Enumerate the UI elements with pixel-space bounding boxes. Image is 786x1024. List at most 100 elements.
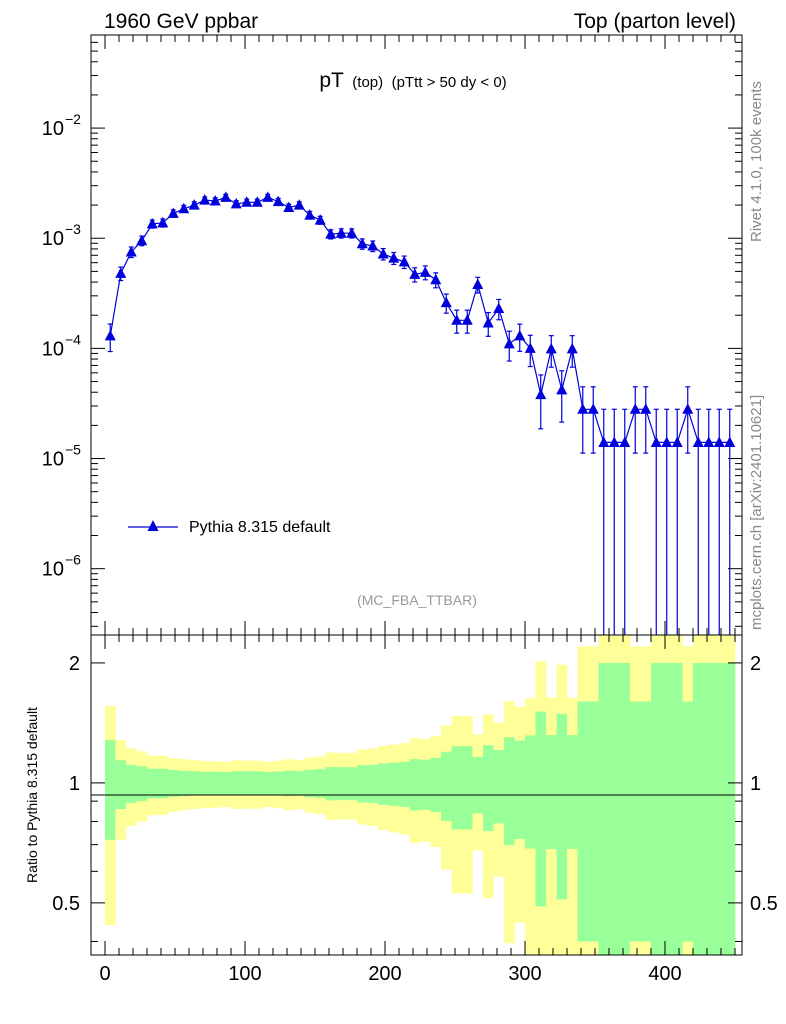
y-tick-label: 10 xyxy=(42,559,64,581)
ratio-band-inner xyxy=(577,701,589,942)
mcplots-label: mcplots.cern.ch [arXiv:2401.10621] xyxy=(748,395,765,630)
ratio-band-inner xyxy=(556,713,568,900)
ratio-band-inner xyxy=(357,765,368,803)
data-point-marker xyxy=(178,202,190,214)
rivet-label: Rivet 4.1.0, 100k events xyxy=(748,81,765,242)
ratio-band-inner xyxy=(630,701,641,942)
data-point-marker xyxy=(388,252,400,263)
series-markers xyxy=(104,191,736,447)
ratio-band-inner xyxy=(493,750,505,824)
ratio-band-inner xyxy=(430,757,442,813)
data-point-marker xyxy=(545,342,557,354)
ratio-band-inner xyxy=(682,701,694,942)
ratio-tick-label: 1 xyxy=(69,773,80,795)
data-point-marker xyxy=(682,403,694,414)
data-point-marker xyxy=(535,388,547,400)
ratio-band-inner xyxy=(567,735,578,850)
data-point-marker xyxy=(188,199,200,210)
ratio-tick-label: 2 xyxy=(69,653,80,675)
ratio-band-inner xyxy=(388,762,400,806)
ratio-band-inner xyxy=(714,662,725,955)
data-point-marker xyxy=(619,436,631,447)
y-tick-label: 10 xyxy=(42,118,64,140)
data-point-marker xyxy=(430,273,442,285)
analysis-label: (MC_FBA_TTBAR) xyxy=(357,592,477,608)
ratio-tick-label-right: 1 xyxy=(750,773,761,795)
main-plot-frame xyxy=(90,34,743,636)
x-tick-label: 0 xyxy=(99,963,110,985)
ratio-band-inner xyxy=(619,662,631,955)
ratio-tick-label-right: 0.5 xyxy=(750,893,778,915)
ratio-band-inner xyxy=(325,767,337,801)
ratio-band-inner xyxy=(504,737,515,846)
x-tick-label: 100 xyxy=(228,963,261,985)
ratio-band-inner xyxy=(409,759,421,811)
data-point-marker xyxy=(724,436,736,447)
y-tick-label-exponent: −2 xyxy=(65,111,81,127)
ratio-band-inner xyxy=(399,761,410,807)
data-point-marker xyxy=(167,207,179,218)
data-point-marker xyxy=(136,234,148,246)
ratio-plot: 0.5 0.5 1 1 2 2 0 100 200 300 400 Ratio to Pythia… xyxy=(24,634,778,985)
x-tick-label: 300 xyxy=(508,963,541,985)
data-point-marker xyxy=(314,214,326,225)
data-point-marker xyxy=(209,194,221,206)
y-tick-label: 10 xyxy=(42,228,64,250)
data-point-marker xyxy=(713,436,725,447)
ratio-band-inner xyxy=(420,759,431,810)
y-tick-label-exponent: −6 xyxy=(65,552,81,568)
ratio-band-inner xyxy=(241,771,253,796)
data-point-marker xyxy=(115,267,127,278)
ratio-band-inner xyxy=(115,760,127,810)
data-point-marker xyxy=(703,436,715,447)
ratio-band-inner xyxy=(220,771,232,795)
data-point-marker xyxy=(503,337,515,349)
data-point-marker xyxy=(608,436,620,447)
data-point-marker xyxy=(251,196,263,207)
data-point-marker xyxy=(199,194,211,205)
header-left-label: 1960 GeV ppbar xyxy=(104,10,258,33)
ratio-band-inner xyxy=(724,662,736,955)
ratio-band-inner xyxy=(672,662,683,955)
data-point-marker xyxy=(661,436,673,447)
ratio-band-inner xyxy=(252,771,263,796)
data-point-marker xyxy=(104,329,116,341)
ratio-band-inner xyxy=(294,771,305,796)
ratio-band-inner xyxy=(178,770,190,797)
ratio-band-inner xyxy=(483,745,494,832)
ratio-band-inner xyxy=(262,771,274,795)
ratio-y-axis-label: Ratio to Pythia 8.315 default xyxy=(24,707,40,883)
ratio-band-inner xyxy=(472,756,484,814)
data-point-marker xyxy=(335,227,347,238)
y-tick-label-exponent: −3 xyxy=(65,221,81,237)
y-tick-label-exponent: −4 xyxy=(65,331,81,347)
ratio-band-inner xyxy=(157,768,169,799)
ratio-band-inner xyxy=(136,766,148,802)
data-point-marker xyxy=(482,317,494,328)
data-point-marker xyxy=(125,245,137,257)
ratio-band-inner xyxy=(367,764,379,804)
y-tick-label: 10 xyxy=(42,338,64,360)
ratio-band-inner xyxy=(661,662,673,955)
ratio-band-inner xyxy=(640,701,652,942)
legend-marker-icon xyxy=(147,520,159,531)
data-point-marker xyxy=(577,403,589,414)
ratio-tick-label-right: 2 xyxy=(750,653,761,675)
data-point-marker xyxy=(304,209,316,220)
ratio-band-inner xyxy=(546,735,557,850)
ratio-band-inner xyxy=(336,767,347,801)
data-point-marker xyxy=(356,237,368,249)
data-point-marker xyxy=(461,314,473,325)
series-line xyxy=(109,196,730,443)
ratio-band-inner xyxy=(588,701,599,942)
ratio-band-inner xyxy=(598,662,610,955)
series-error-bars xyxy=(107,193,733,635)
ratio-band-inner xyxy=(283,770,295,797)
header-right-label: Top (parton level) xyxy=(574,10,736,33)
data-point-marker xyxy=(650,436,662,447)
data-point-marker xyxy=(272,195,284,207)
ratio-band-inner xyxy=(703,662,715,955)
ratio-band-inner xyxy=(126,764,137,804)
data-point-marker xyxy=(524,342,536,353)
data-point-marker xyxy=(293,199,305,210)
